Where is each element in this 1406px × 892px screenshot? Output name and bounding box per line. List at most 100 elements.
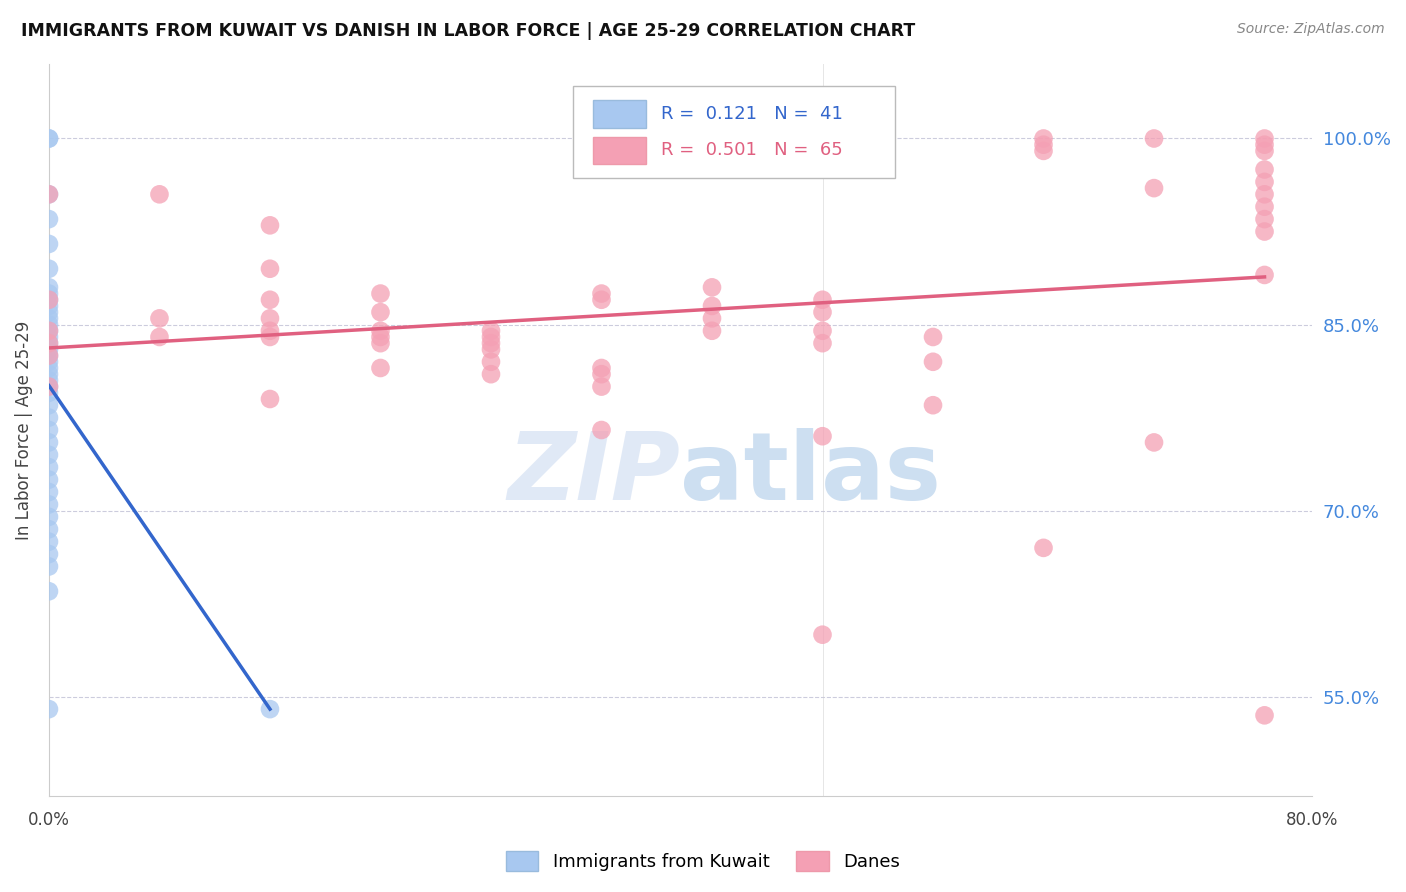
Point (38, 261, 60, 276)
Point (38, 349, 60, 363)
Text: ZIP: ZIP (508, 428, 681, 520)
Point (811, 336, 834, 351)
Point (259, 219, 281, 233)
Point (259, 392, 281, 406)
Point (1143, 181, 1166, 195)
Point (1253, 225, 1275, 239)
Point (38, 559, 60, 574)
Text: R =  0.501   N =  65: R = 0.501 N = 65 (661, 142, 844, 160)
Y-axis label: In Labor Force | Age 25-29: In Labor Force | Age 25-29 (15, 320, 32, 540)
Point (38, 379, 60, 393)
Point (1253, 144, 1275, 158)
Point (38, 385, 60, 400)
Point (259, 702, 281, 716)
Legend: Immigrants from Kuwait, Danes: Immigrants from Kuwait, Danes (499, 844, 907, 879)
Point (38, 460, 60, 475)
Point (1032, 144, 1054, 158)
Point (259, 261, 281, 276)
Point (811, 429, 834, 443)
Point (811, 293, 834, 307)
Point (38, 299, 60, 313)
Point (591, 423, 613, 437)
Point (1253, 212, 1275, 227)
Point (700, 311, 723, 326)
Point (38, 498, 60, 512)
Point (38, 584, 60, 599)
Point (38, 509, 60, 524)
Point (38, 485, 60, 500)
Point (591, 286, 613, 301)
Point (38, 448, 60, 462)
Point (148, 330, 170, 344)
Point (591, 293, 613, 307)
Point (1032, 541, 1054, 555)
Point (370, 305, 392, 319)
Point (38, 212, 60, 227)
Point (479, 367, 502, 381)
Point (811, 305, 834, 319)
Point (1253, 708, 1275, 723)
Point (38, 534, 60, 549)
Point (1143, 435, 1166, 450)
Text: 80.0%: 80.0% (1285, 811, 1339, 829)
Point (38, 355, 60, 369)
Point (38, 336, 60, 351)
Text: R =  0.121   N =  41: R = 0.121 N = 41 (661, 105, 844, 123)
Point (38, 367, 60, 381)
Point (1253, 137, 1275, 152)
Text: IMMIGRANTS FROM KUWAIT VS DANISH IN LABOR FORCE | AGE 25-29 CORRELATION CHART: IMMIGRANTS FROM KUWAIT VS DANISH IN LABO… (21, 22, 915, 40)
Point (38, 324, 60, 338)
Point (38, 361, 60, 376)
Point (811, 628, 834, 642)
Point (591, 367, 613, 381)
Point (38, 349, 60, 363)
Point (38, 343, 60, 357)
Point (259, 293, 281, 307)
Point (38, 336, 60, 351)
Point (38, 473, 60, 487)
Point (370, 324, 392, 338)
Point (811, 324, 834, 338)
Point (922, 398, 945, 412)
Point (479, 330, 502, 344)
Point (38, 311, 60, 326)
Point (1143, 131, 1166, 145)
Point (700, 324, 723, 338)
FancyBboxPatch shape (574, 86, 896, 178)
Point (38, 305, 60, 319)
Point (38, 280, 60, 294)
Point (370, 330, 392, 344)
Point (1253, 268, 1275, 282)
Point (700, 299, 723, 313)
Point (922, 355, 945, 369)
Point (259, 311, 281, 326)
Point (38, 187, 60, 202)
Bar (593, 100, 647, 128)
Point (38, 702, 60, 716)
Point (259, 324, 281, 338)
Point (922, 330, 945, 344)
Point (38, 131, 60, 145)
Point (1253, 200, 1275, 214)
Point (479, 336, 502, 351)
Point (259, 330, 281, 344)
Point (38, 435, 60, 450)
Point (38, 423, 60, 437)
Point (1253, 175, 1275, 189)
Text: 0.0%: 0.0% (28, 811, 70, 829)
Point (1032, 137, 1054, 152)
Point (38, 324, 60, 338)
Bar (593, 136, 647, 164)
Point (1253, 162, 1275, 177)
Point (1253, 131, 1275, 145)
Point (38, 131, 60, 145)
Point (148, 311, 170, 326)
Point (38, 398, 60, 412)
Point (38, 547, 60, 561)
Point (479, 324, 502, 338)
Point (591, 379, 613, 393)
Point (38, 318, 60, 332)
Point (38, 373, 60, 387)
Point (370, 286, 392, 301)
Point (38, 522, 60, 536)
